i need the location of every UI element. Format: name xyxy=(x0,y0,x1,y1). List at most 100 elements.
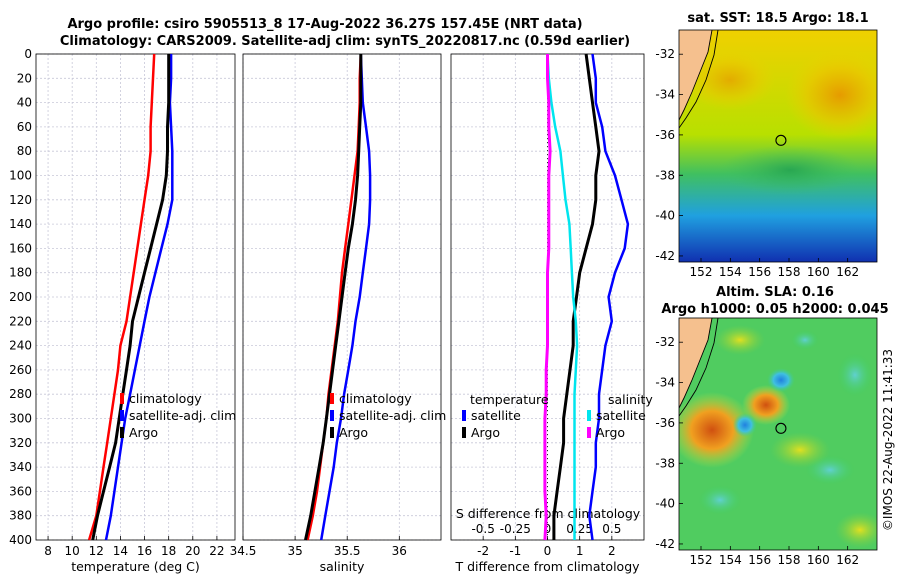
legend-label: climatology xyxy=(339,391,412,406)
x-tick-label: 16 xyxy=(137,544,152,558)
x-axis-label: salinity xyxy=(320,559,365,574)
series-line-climatology xyxy=(87,53,156,541)
sla-cold-eddy-1 xyxy=(733,413,757,437)
sla-yellow-patch-3 xyxy=(835,512,877,548)
sla-land xyxy=(679,318,712,408)
x-tick-label: -1 xyxy=(509,544,521,558)
sst-isobath xyxy=(679,30,719,129)
sst-map-title: sat. SST: 18.5 Argo: 18.1 xyxy=(687,11,868,26)
temperature-panel: 8 10 12 14 16 18 20 22 temperature (deg C) 0 20 40 6… xyxy=(9,47,236,574)
map-y-tick-label: -32 xyxy=(655,335,675,349)
series-line-s-argo xyxy=(543,54,552,541)
top-x-tick-label: -0.5 xyxy=(471,522,494,536)
top-x-tick-label: 0.25 xyxy=(566,522,593,536)
y-tick-label: 220 xyxy=(9,314,32,328)
y-tick-label: 380 xyxy=(9,509,32,523)
y-tick-label: 240 xyxy=(9,339,32,353)
map-x-tick-label: 152 xyxy=(690,553,713,567)
difference-panel: -2 -1 0 1 2T difference from climatology -0.5… xyxy=(450,53,653,574)
y-tick-label: 140 xyxy=(9,217,32,231)
legend-swatch xyxy=(462,427,466,438)
sst-coastline xyxy=(679,30,713,121)
x-tick-label: 1 xyxy=(576,544,584,558)
map-x-tick-label: 162 xyxy=(836,553,859,567)
y-tick-label: 360 xyxy=(9,484,32,498)
salinity-panel: 34.5 35 35.5 36 salinity climatology satellite… xyxy=(230,53,446,574)
map-x-tick-label: 154 xyxy=(719,553,742,567)
top-x-tick-label: 0.5 xyxy=(602,522,621,536)
series-line-satellite-adj-clim xyxy=(319,53,372,541)
legend-label: satellite-adj. clim xyxy=(339,408,446,423)
y-tick-label: 300 xyxy=(9,412,32,426)
sst-map-frame xyxy=(678,29,878,263)
x-tick-label: 36 xyxy=(392,544,407,558)
map-y-tick-label: -34 xyxy=(655,88,675,102)
sla-warm-eddy-west xyxy=(679,392,754,468)
map-y-tick-label: -40 xyxy=(655,497,675,511)
x-axis-label: T difference from climatology xyxy=(454,559,640,574)
sst-argo-marker xyxy=(775,134,787,146)
y-tick-label: 400 xyxy=(9,533,32,547)
imos-timestamp: ©IMOS 22-Aug-2022 11:41:33 xyxy=(881,349,895,531)
map-y-tick-label: -42 xyxy=(655,249,675,263)
sla-isobath xyxy=(679,318,719,417)
y-tick-label: 200 xyxy=(9,290,32,304)
sla-cyan-patch-1 xyxy=(791,330,819,350)
x-tick-label: 0 xyxy=(544,544,552,558)
x-tick-label: 34.5 xyxy=(230,544,257,558)
legend-label: satellite-adj. clim xyxy=(129,408,236,423)
series-line-argo xyxy=(91,54,171,541)
y-tick-label: 160 xyxy=(9,241,32,255)
legend-label: satellite xyxy=(471,408,521,423)
y-tick-label: 260 xyxy=(9,363,32,377)
legend-swatch xyxy=(330,427,334,438)
top-x-axis-label: S difference from climatology xyxy=(456,506,641,521)
top-x-tick-label: 0 xyxy=(544,522,552,536)
legend-swatch xyxy=(587,427,591,438)
legend-label: Argo xyxy=(471,425,500,440)
sst-map: sat. SST: 18.5 Argo: 18.1 152 154 156 158 16… xyxy=(655,11,878,279)
map-x-tick-label: 160 xyxy=(807,265,830,279)
header-title-line2: Climatology: CARS2009. Satellite-adj cli… xyxy=(60,34,630,49)
sla-cyan-patch-2 xyxy=(837,353,873,397)
series-line-argo xyxy=(304,54,363,541)
legend-title-temperature: temperature xyxy=(470,392,549,407)
map-y-tick-label: -40 xyxy=(655,209,675,223)
map-y-tick-label: -36 xyxy=(655,416,675,430)
legend-label: climatology xyxy=(129,391,202,406)
y-tick-label: 100 xyxy=(9,169,32,183)
map-y-tick-label: -42 xyxy=(655,537,675,551)
map-x-tick-label: 156 xyxy=(748,553,771,567)
y-tick-label: 180 xyxy=(9,266,32,280)
legend-swatch xyxy=(330,410,334,421)
x-tick-label: 2 xyxy=(608,544,616,558)
plot-frame xyxy=(242,53,442,541)
legend-swatch xyxy=(330,393,334,404)
plot-frame xyxy=(35,53,236,541)
y-tick-label: 40 xyxy=(17,96,32,110)
map-x-tick-label: 162 xyxy=(836,265,859,279)
map-y-tick-label: -38 xyxy=(655,168,675,182)
legend-swatch xyxy=(587,410,591,421)
sla-yellow-patch-2 xyxy=(715,325,765,355)
x-tick-label: 14 xyxy=(113,544,128,558)
legend-swatch xyxy=(120,410,124,421)
y-tick-label: 320 xyxy=(9,436,32,450)
legend-swatch xyxy=(462,410,466,421)
sla-map-frame xyxy=(678,317,878,551)
y-tick-label: 60 xyxy=(17,120,32,134)
y-tick-label: 80 xyxy=(17,144,32,158)
y-tick-label: 0 xyxy=(24,47,32,61)
x-axis-label: temperature (deg C) xyxy=(71,559,200,574)
map-x-tick-label: 160 xyxy=(807,553,830,567)
sst-land xyxy=(679,30,712,120)
sla-coastline xyxy=(679,318,713,409)
legend-label: Argo xyxy=(596,425,625,440)
sst-warm-core xyxy=(685,50,775,110)
map-x-tick-label: 158 xyxy=(778,553,801,567)
top-x-tick-label: -0.25 xyxy=(500,522,531,536)
legend-swatch xyxy=(120,393,124,404)
x-tick-label: 35.5 xyxy=(334,544,361,558)
series-line-s-satellite xyxy=(546,53,579,540)
